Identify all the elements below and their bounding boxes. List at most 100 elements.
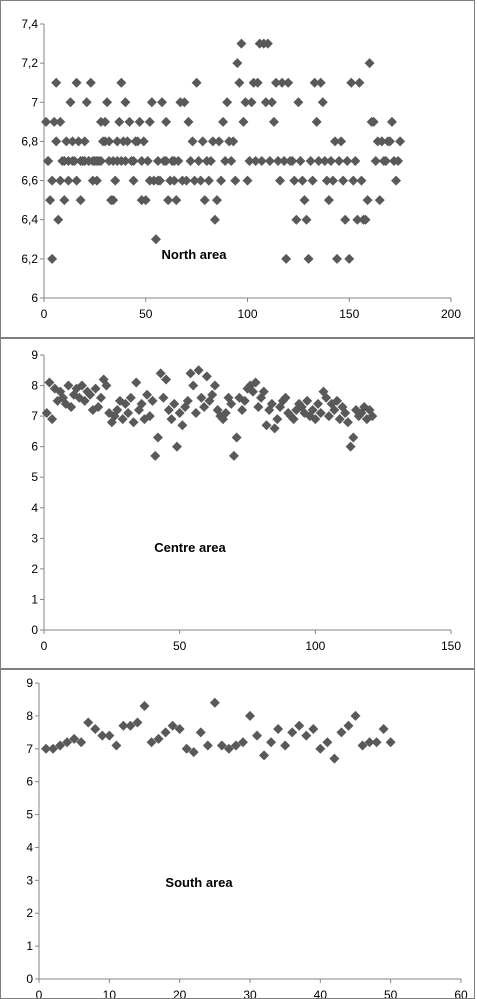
y-tick-label: 6	[31, 440, 38, 454]
data-point-marker	[385, 737, 396, 748]
x-tick-label: 20	[173, 988, 187, 998]
data-point-marker	[378, 724, 389, 735]
data-point-marker	[191, 77, 202, 88]
data-point-marker	[344, 253, 355, 264]
data-point-marker	[174, 724, 185, 735]
data-point-marker	[71, 77, 82, 88]
data-point-marker	[370, 156, 381, 166]
data-point-marker	[273, 156, 284, 166]
y-tick-label: 6	[26, 775, 33, 789]
data-point-marker	[266, 737, 277, 748]
data-point-marker	[356, 408, 367, 419]
data-point-marker	[169, 398, 180, 409]
data-point-marker	[222, 97, 233, 108]
data-point-marker	[253, 401, 264, 412]
data-point-marker	[342, 417, 353, 428]
north-area-label: North area	[161, 247, 227, 262]
data-point-marker	[163, 405, 174, 415]
data-point-marker	[360, 214, 371, 225]
data-point-marker	[305, 156, 316, 166]
data-point-marker	[196, 392, 207, 403]
data-point-marker	[348, 175, 359, 186]
y-tick-label: 9	[26, 676, 33, 690]
y-tick-label: 1	[26, 939, 33, 953]
data-point-marker	[181, 175, 192, 186]
y-tick-label: 7	[31, 409, 38, 423]
data-point-marker	[87, 175, 98, 186]
data-point-marker	[154, 175, 165, 186]
data-point-marker	[93, 401, 104, 412]
data-point-marker	[112, 405, 123, 415]
data-point-marker	[97, 730, 108, 741]
y-tick-label: 6,2	[21, 252, 38, 266]
data-point-marker	[294, 720, 305, 731]
data-point-marker	[185, 368, 196, 379]
data-point-marker	[144, 116, 155, 127]
data-point-marker	[296, 401, 307, 412]
data-point-marker	[169, 156, 180, 166]
data-point-marker	[209, 697, 220, 708]
data-point-marker	[291, 214, 302, 225]
data-point-marker	[155, 368, 166, 379]
x-tick-label: 200	[441, 307, 461, 321]
data-point-marker	[218, 116, 229, 127]
data-point-marker	[367, 411, 378, 422]
data-point-marker	[319, 156, 330, 166]
data-point-marker	[207, 389, 218, 400]
data-point-marker	[368, 116, 379, 127]
data-point-marker	[384, 136, 395, 147]
centre-scatter-plot: 0 1 2 3 4 5 6 7 8 9 0 50 100 150 Centre area	[31, 348, 461, 653]
data-point-marker	[340, 214, 351, 225]
data-point-marker	[247, 386, 258, 397]
data-point-marker	[259, 750, 270, 761]
data-point-marker	[234, 77, 245, 88]
data-point-marker	[359, 401, 370, 412]
data-point-marker	[144, 411, 155, 422]
data-point-marker	[132, 136, 143, 147]
data-point-marker	[195, 727, 206, 738]
data-point-marker	[336, 727, 347, 738]
data-point-marker	[218, 414, 229, 425]
data-point-marker	[136, 156, 147, 166]
data-point-marker	[310, 414, 321, 425]
data-point-marker	[275, 175, 286, 186]
data-point-marker	[41, 408, 52, 419]
data-point-marker	[49, 116, 60, 127]
data-point-marker	[125, 392, 136, 403]
data-point-marker	[244, 156, 255, 166]
south-scatter-plot: 0 1 2 3 4 5 6 7 8 9 0 10 20 30 40 50 60 South area	[26, 676, 468, 998]
data-point-marker	[376, 136, 387, 147]
data-point-marker	[323, 195, 334, 206]
y-tick-label: 5	[31, 470, 38, 484]
data-point-marker	[236, 38, 247, 49]
data-point-marker	[280, 740, 291, 751]
data-point-marker	[216, 175, 227, 186]
data-point-marker	[348, 432, 359, 443]
data-point-marker	[171, 441, 182, 452]
data-point-marker	[152, 156, 163, 166]
data-point-marker	[136, 398, 147, 409]
data-point-marker	[237, 737, 248, 748]
data-point-marker	[266, 398, 277, 409]
data-point-marker	[112, 136, 123, 147]
data-point-marker	[350, 710, 361, 721]
data-point-marker	[51, 136, 62, 147]
y-tick-label: 7	[31, 95, 38, 109]
data-point-marker	[114, 116, 125, 127]
centre-area-label: Centre area	[154, 540, 226, 555]
data-point-marker	[287, 156, 298, 166]
data-point-marker	[327, 175, 338, 186]
data-point-marker	[307, 405, 318, 415]
data-point-marker	[179, 97, 190, 108]
data-point-marker	[315, 77, 326, 88]
data-point-marker	[272, 414, 283, 425]
data-point-marker	[63, 380, 74, 391]
data-point-marker	[374, 195, 385, 206]
data-point-marker	[193, 365, 204, 376]
data-point-marker	[95, 392, 106, 403]
data-point-marker	[124, 116, 135, 127]
x-tick-label: 150	[339, 307, 359, 321]
data-point-marker	[47, 253, 58, 264]
data-point-marker	[67, 156, 78, 166]
